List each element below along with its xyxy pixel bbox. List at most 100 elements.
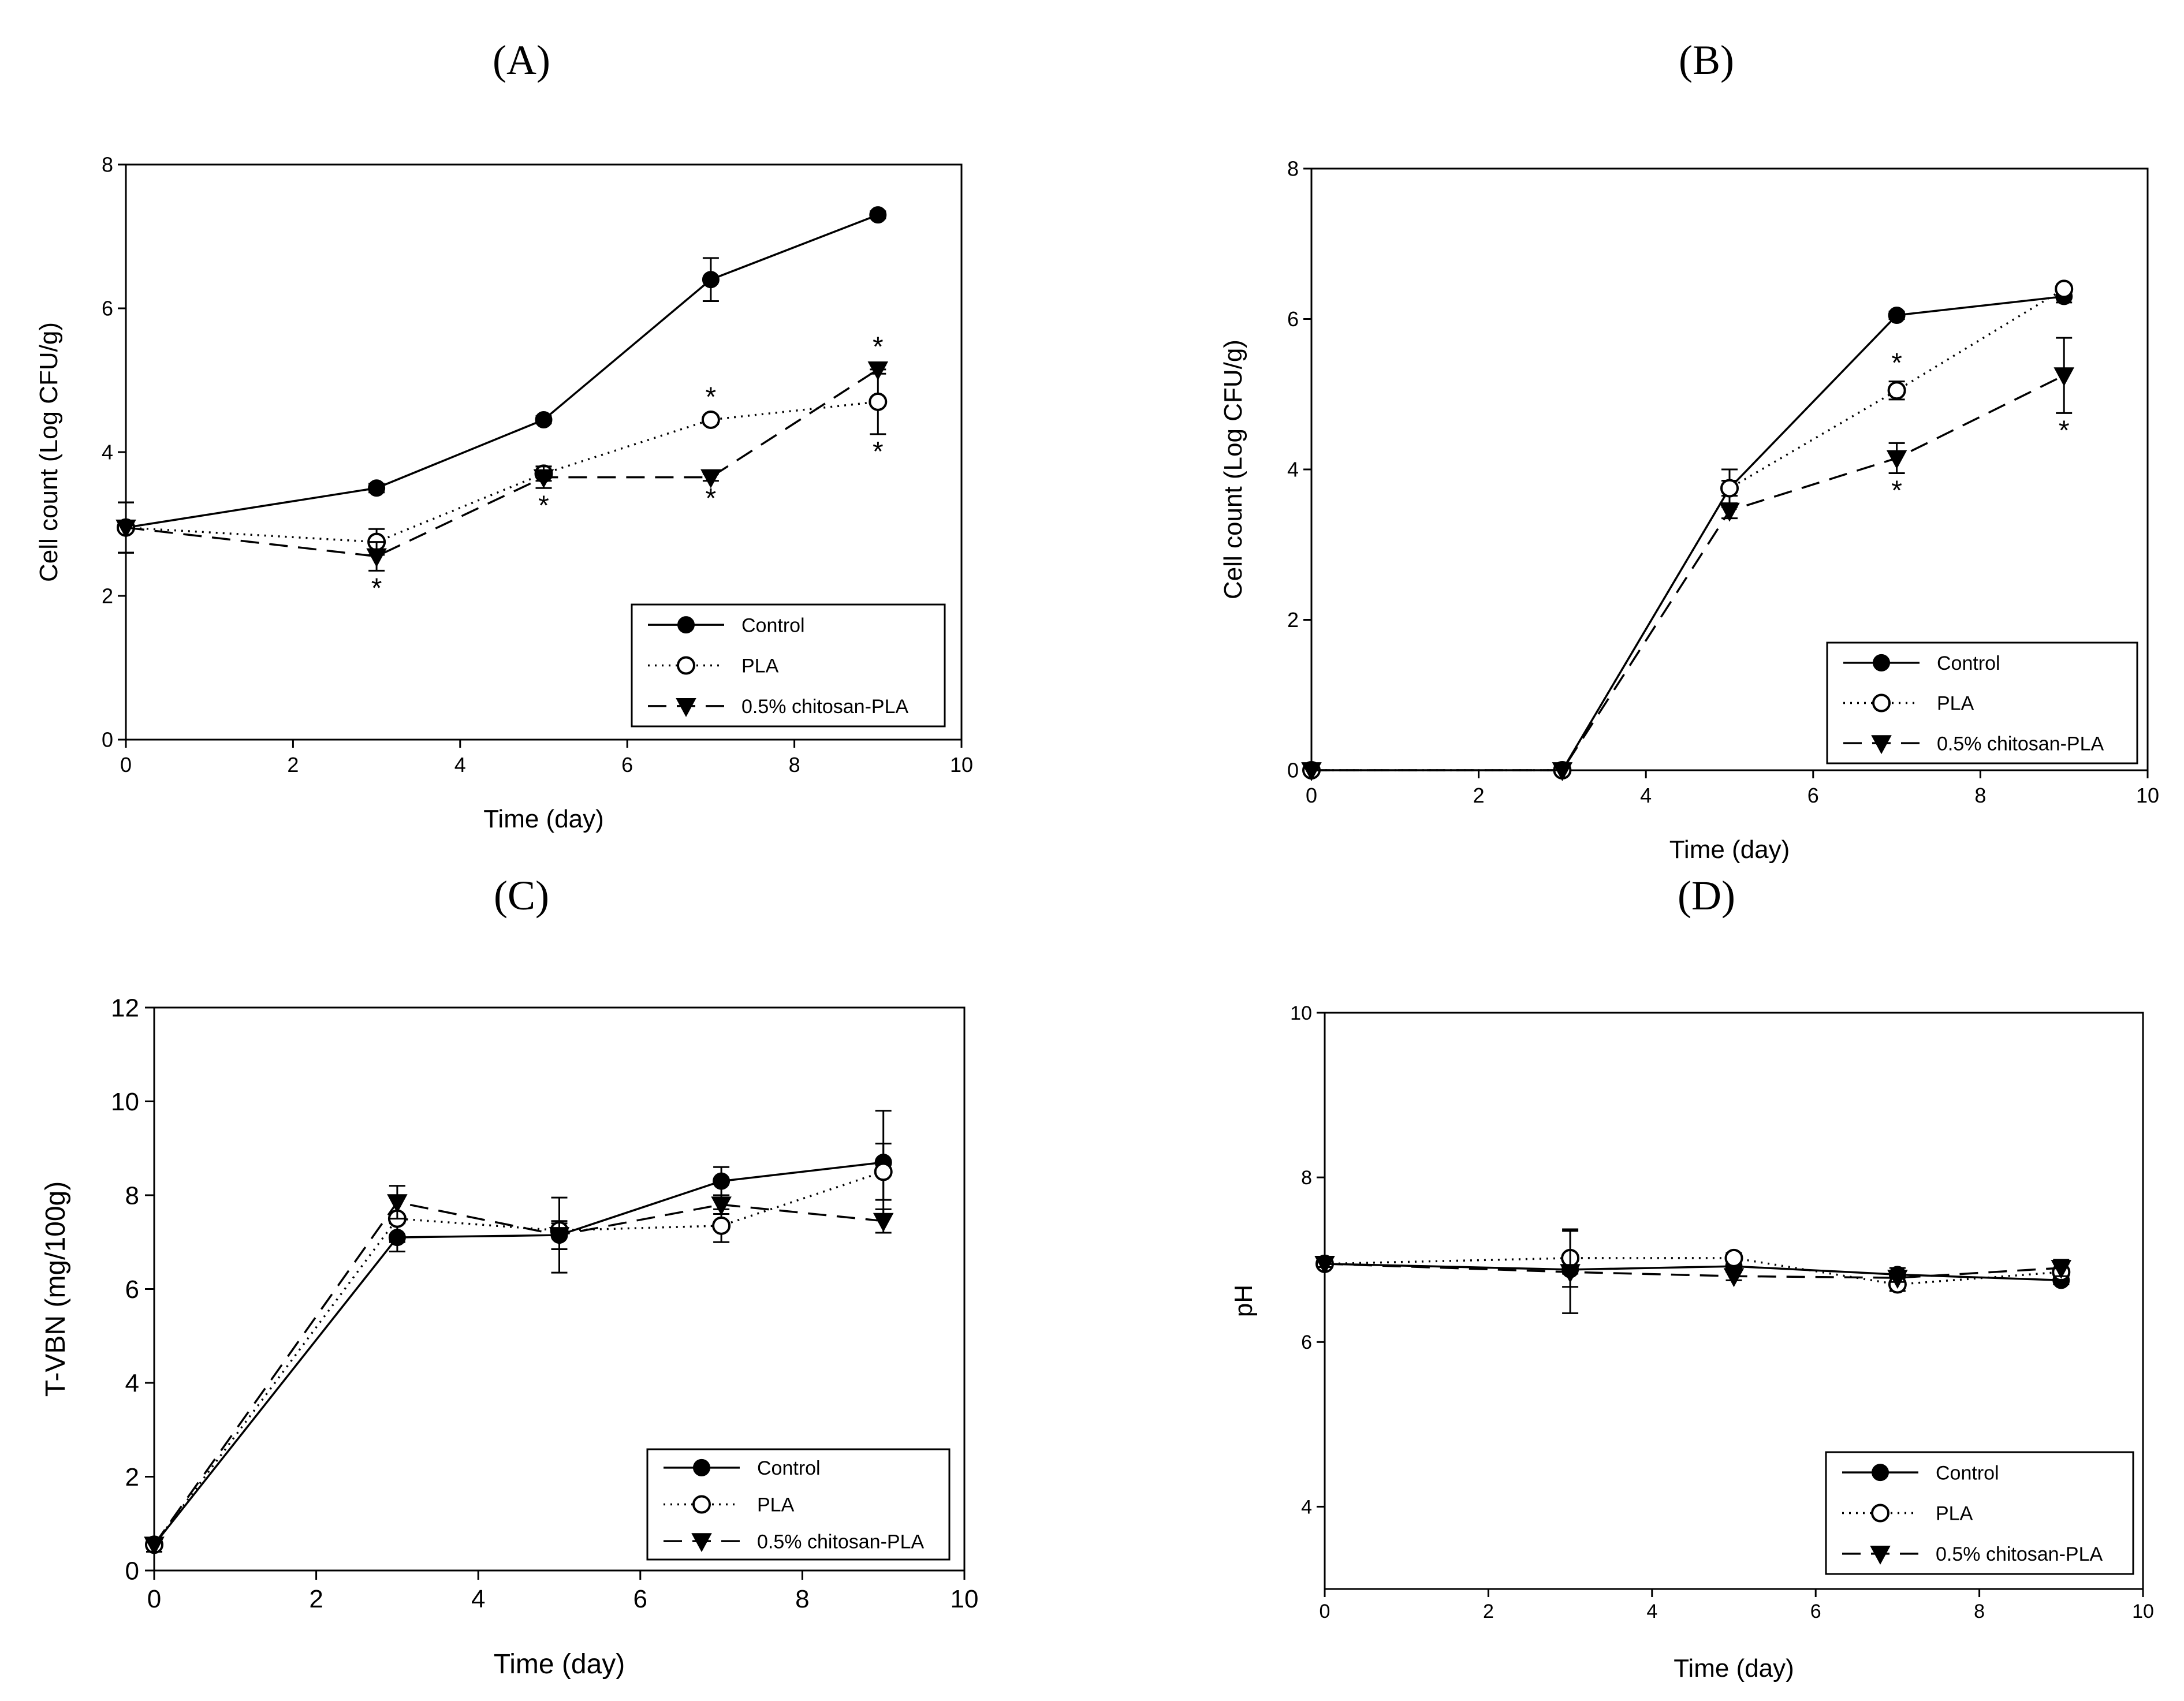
series-line: [1324, 1257, 2062, 1286]
panel-label: (C): [494, 872, 549, 919]
legend-label: PLA: [741, 655, 779, 677]
series-0-5-chitosan-pla: [144, 1185, 894, 1556]
chart-panel-c: (C) 0 2 4 6 8 10 0 2 4 6 8 10 12 Time (day) T-VBN (mg/1…: [40, 872, 978, 1680]
x-axis-title: Time (day): [1669, 835, 1790, 864]
data-point: [533, 469, 554, 488]
x-tick-label: 2: [1473, 784, 1485, 807]
y-tick-label: 4: [102, 441, 113, 464]
data-point: [1560, 1264, 1581, 1284]
x-tick-label: 10: [950, 753, 973, 777]
plot-frame: [1324, 1012, 2144, 1590]
data-point: [1552, 762, 1573, 782]
x-tick-label: 8: [1974, 1601, 1985, 1622]
data-point: [535, 411, 553, 428]
x-tick-label: 4: [454, 753, 466, 777]
y-tick-label: 8: [125, 1181, 139, 1210]
data-point: [867, 361, 889, 381]
series-pla: [117, 368, 888, 556]
y-axis-title: pH: [1229, 1285, 1258, 1317]
legend: Control PLA 0.5% chitosan-PLA: [646, 1448, 951, 1561]
x-tick-label: 2: [1483, 1601, 1494, 1622]
y-tick-label: 6: [102, 297, 113, 320]
x-tick-label: 4: [1640, 784, 1652, 807]
series-0-5-chitosan-pla: [1301, 337, 2074, 782]
series-pla: [1315, 1228, 2071, 1294]
data-point: [1888, 306, 1906, 324]
significance-star: *: [538, 490, 549, 521]
x-tick-label: 0: [1320, 1601, 1330, 1622]
legend-swatch-marker: [693, 1458, 710, 1476]
significance-star: *: [1891, 348, 1902, 379]
y-axis-title: Cell count (Log CFU/g): [35, 322, 63, 582]
data-point: [713, 1172, 731, 1190]
data-point: [549, 1227, 570, 1247]
legend-label: PLA: [1937, 693, 1974, 715]
x-tick-label: 10: [2136, 784, 2159, 807]
x-tick-label: 10: [951, 1585, 979, 1613]
legend-swatch-marker: [692, 1495, 711, 1514]
y-tick-label: 0: [102, 728, 113, 752]
legend-swatch-marker: [1872, 1464, 1889, 1482]
series-control: [117, 206, 887, 554]
legend-swatch-marker: [1870, 1545, 1891, 1565]
x-axis-title: Time (day): [1674, 1654, 1794, 1683]
x-tick-label: 6: [633, 1585, 647, 1613]
data-point: [873, 1213, 894, 1232]
data-point: [1301, 762, 1322, 782]
data-point: [2055, 279, 2074, 299]
y-tick-label: 2: [1287, 608, 1299, 632]
data-point: [701, 410, 720, 429]
x-tick-label: 0: [1306, 784, 1317, 807]
data-point: [702, 271, 720, 289]
x-tick-label: 0: [120, 753, 132, 777]
data-point: [869, 392, 888, 411]
data-point: [700, 469, 721, 488]
legend-label: Control: [1937, 652, 2000, 674]
panel-label: (A): [493, 37, 550, 83]
y-tick-label: 6: [1301, 1331, 1312, 1353]
y-tick-label: 6: [1287, 307, 1299, 331]
chart-panel-a: (A) 0 2 4 6 8 10 0 2 4 6 8 Time (day) Cell count (Log…: [35, 37, 973, 833]
legend-label: Control: [1936, 1462, 1999, 1484]
legend-swatch-marker: [677, 656, 695, 675]
x-axis-title: Time (day): [494, 1649, 625, 1680]
data-point: [1887, 1270, 1908, 1289]
legend-label: Control: [741, 614, 805, 636]
data-point: [1719, 502, 1740, 522]
data-point: [1314, 1255, 1335, 1275]
legend-swatch-marker: [1872, 693, 1891, 713]
x-tick-label: 4: [471, 1585, 485, 1613]
data-point: [874, 1162, 893, 1181]
data-point: [1720, 479, 1739, 498]
y-tick-label: 12: [111, 994, 139, 1022]
y-tick-label: 0: [125, 1557, 139, 1585]
y-tick-label: 6: [125, 1275, 139, 1304]
y-tick-label: 10: [111, 1088, 139, 1116]
x-tick-label: 8: [795, 1585, 809, 1613]
significance-star: *: [2059, 415, 2070, 446]
y-axis-title: Cell count (Log CFU/g): [1219, 340, 1247, 599]
legend-label: Control: [757, 1457, 821, 1479]
x-tick-label: 2: [287, 753, 299, 777]
x-tick-label: 6: [1810, 1601, 1821, 1622]
legend-swatch-marker: [676, 697, 696, 717]
data-point: [2051, 1260, 2072, 1279]
data-point: [1886, 450, 1907, 469]
significance-star: *: [873, 331, 884, 362]
data-point: [869, 206, 887, 224]
legend-swatch-marker: [691, 1533, 712, 1553]
series-line: [125, 368, 879, 558]
data-point: [1724, 1248, 1743, 1267]
y-tick-label: 0: [1287, 759, 1299, 782]
series-line: [1324, 1263, 2062, 1282]
y-axis-title: T-VBN (mg/100g): [40, 1181, 71, 1397]
data-point: [387, 1194, 408, 1214]
legend: Control PLA 0.5% chitosan-PLA: [1825, 1451, 2134, 1575]
series-0-5-chitosan-pla: [1314, 1230, 2072, 1314]
significance-star: *: [873, 437, 884, 467]
legend-label: PLA: [1936, 1503, 1973, 1525]
x-tick-label: 8: [789, 753, 800, 777]
significance-star: *: [706, 382, 717, 413]
y-tick-label: 2: [102, 584, 113, 608]
